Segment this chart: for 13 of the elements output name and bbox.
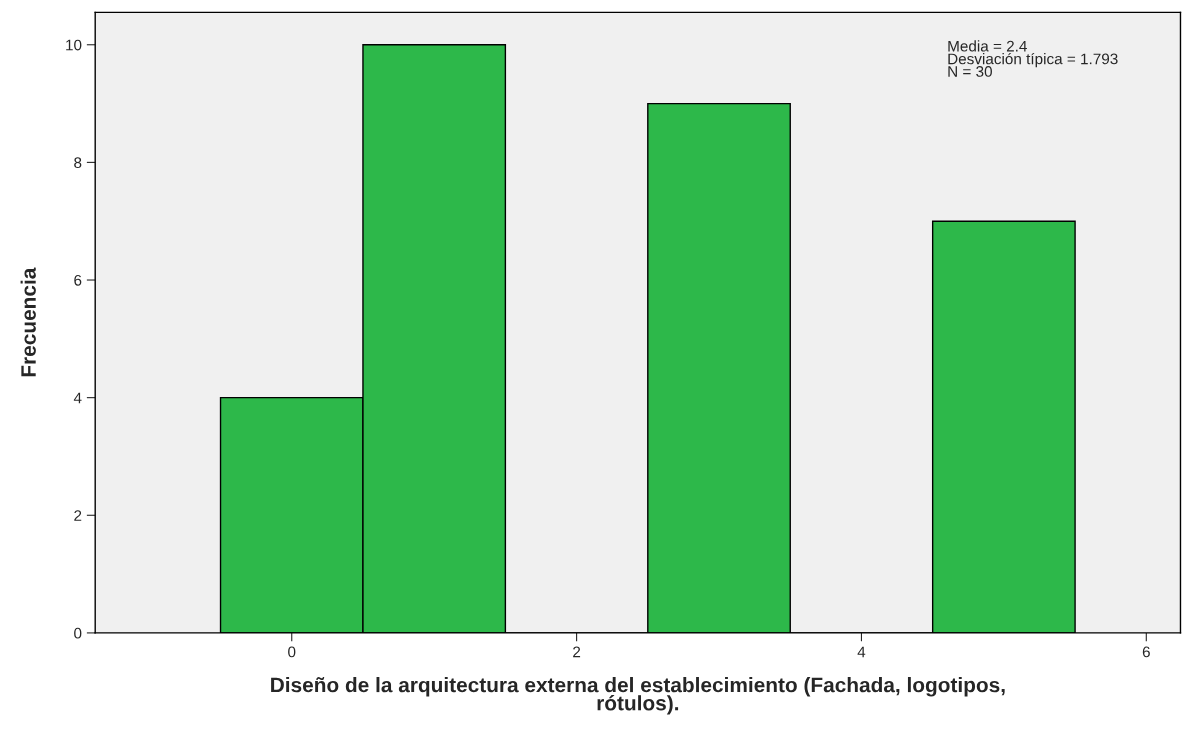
y-tick-label: 6: [74, 274, 82, 286]
y-tick-label: 0: [74, 627, 82, 639]
x-tick-label: 6: [1142, 646, 1150, 658]
y-tick-label: 4: [73, 392, 82, 404]
y-tick-label: 10: [66, 39, 82, 51]
annotation: Media = 2.4 Desviación típica = 1.793 N = 30: [948, 40, 1118, 77]
x-tick-label: 2: [573, 646, 581, 658]
x-tick-label: 4: [857, 646, 866, 658]
y-tick-label: 2: [74, 510, 82, 521]
y-axis-title: Frecuencia: [20, 267, 36, 377]
y-tick-label: 8: [74, 157, 82, 169]
x-tick-label: 0: [288, 646, 296, 658]
x-axis-title: Diseño de la arquitectura externa del establecimiento (Fachada, logotipos, rótulos).: [271, 677, 1005, 715]
